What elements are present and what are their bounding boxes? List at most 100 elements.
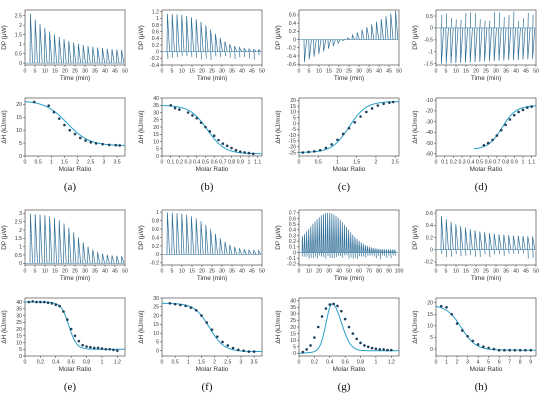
panel-e-isotherm-data-point [58,305,61,308]
panel-e-isotherm-xlabel: Molar Ratio [59,366,92,373]
panel-f-raw-injection-peak [196,218,199,254]
panel-h-raw-ytick-label: 0.2 [426,235,433,241]
panel-b-raw-xtick-label: 0 [161,69,164,75]
panel-e-isotherm-data-point [31,300,34,303]
panel-e-raw-xtick-label: 45 [112,269,118,275]
panel-g-raw-xlabel: Time (min) [334,275,364,282]
panel-d-raw-injection-peak [455,19,458,63]
panel-e-raw-injection-peak [44,215,47,263]
panel-f-isotherm-data-point [169,302,172,305]
panel-h-isotherm-data-point [482,345,485,348]
panel-b-isotherm-data-point [222,142,225,145]
panel-e-isotherm-data-point [81,344,84,347]
panel-a-isotherm-frame [25,98,125,156]
panel-b-isotherm-data-point [187,111,190,114]
panel-h-raw-injection-peak [532,236,535,257]
panel-h-raw-injection-peak [484,232,487,254]
panel-e-isotherm-ytick-label: 35 [16,307,22,313]
panel-d-isotherm-data-point [487,142,490,145]
panel-f-raw-ytick-label: 0.8 [152,218,159,224]
panel-h-raw-injection-peak [441,216,444,254]
panel-g-isotherm-xtick-label: 0.2 [311,360,318,366]
panel-c-raw-xlabel: Time (min) [334,75,364,82]
panel-d-raw-injection-peak [532,15,535,59]
panel-d-isotherm-ytick-label: -40 [426,130,434,136]
panel-e-isotherm-ytick-label: 5 [19,347,22,353]
panel-g-raw-xtick-label: 10 [306,269,312,275]
panel-a-raw-xtick-label: 40 [102,69,108,75]
panel-b-raw-ytick-label: 0.8 [152,23,159,29]
panel-g-raw-injection-peak [352,235,353,259]
panel-a-raw-injection-peak [44,28,47,63]
panel-a-raw-ytick-label: 1 [19,42,22,48]
panel-e-isotherm-ylabel: ΔH (kJ/mol) [1,310,8,343]
panel-g-raw-xtick-label: 50 [346,269,352,275]
panel-f-isotherm-xtick-label: 3 [240,360,243,366]
panel-f-raw-ylabel: DP (μW) [138,225,145,250]
panel-h-isotherm-data-point [529,349,532,352]
panel-d-isotherm-data-point [504,124,507,127]
panel-d-label: (d) [475,181,488,193]
panel-g-raw-injection-peak [350,232,351,257]
panel-g-raw-injection-peak [321,215,322,256]
panel-a-isotherm-ytick-label: 15 [16,115,22,121]
panel-d-raw-xtick-label: 25 [483,69,489,75]
panel-c-isotherm-data-point [307,151,310,154]
panel-a-isotherm-xtick-label: 0 [24,160,27,166]
panel-f-raw-injection-peak [234,247,237,255]
panel-g-isotherm-data-point [344,318,347,321]
panel-b-isotherm-data-point [195,117,198,120]
panel-c-raw-ytick-label: -0.4 [287,54,296,60]
panel-f-raw-injection-peak [167,213,170,255]
panel-f-isotherm-xtick-label: 1.5 [198,360,205,366]
panel-f-isotherm-ytick-label: 15 [153,322,159,328]
panel-g-raw-ytick-label: 0.7 [289,211,296,217]
panel-f-raw-xtick-label: 25 [209,269,215,275]
panel-e-isotherm-data-point [47,301,50,304]
panel-h-isotherm-xtick-label: 2 [456,360,459,366]
panel-d-isotherm-xtick-label: 0.4 [467,160,474,166]
panel-f-isotherm-data-point [200,314,203,317]
panel-c-isotherm-ytick-label: 0 [293,121,296,127]
panel-b-isotherm-data-point [217,139,220,142]
panel-g-isotherm-data-point [382,348,385,351]
panel-b-raw-xtick-label: 5 [171,69,174,75]
panel-f-raw-xtick-label: 40 [239,269,245,275]
panel-b-raw-injection-peak [253,49,256,59]
panel-e-raw-injection-peak [102,254,105,264]
panel-b-isotherm-data-point [174,107,177,110]
panel-h-raw-xtick-label: 50 [533,269,539,275]
panel-c-raw-injection-peak [395,11,398,40]
panel-g-isotherm-data-point [302,351,305,354]
panel-a-raw-ytick-label: 1.5 [15,32,22,38]
panel-g-raw-injection-peak [302,236,303,256]
panel-g-raw-injection-peak [315,221,316,256]
panel-a-raw-xtick-label: 0 [24,69,27,75]
panel-a-isotherm-ylabel: ΔH (kJ/mol) [1,110,8,143]
panel-e-isotherm-ytick-label: 0 [19,354,22,360]
panel-e-isotherm-xtick-label: 0.8 [83,360,90,366]
panel-a-isotherm-fit-curve [25,102,125,146]
panel-e-isotherm-data-point [108,348,111,351]
panel-d-raw-injection-peak [484,21,487,62]
panel-b-isotherm-data-point [204,126,207,129]
panel-c-raw-injection-peak [323,40,326,52]
panel-c-isotherm-ytick-label: -20 [289,145,297,151]
panel-g-raw-injection-peak [331,214,332,258]
panel-a-isotherm-ytick-label: 0 [19,154,22,160]
panel-h-isotherm-data-point [519,349,522,352]
panel-e-raw-xtick-label: 20 [62,269,68,275]
panel-d-isotherm-xtick-label: 0.5 [476,160,483,166]
panel-h-isotherm-data-point [487,347,490,350]
panel-e-isotherm-data-point [35,301,38,304]
panel-c-raw-injection-peak [304,40,307,63]
panel-b-raw-xlabel: Time (min) [197,75,227,82]
panel-f-raw-injection-peak [239,248,242,254]
panel-b-isotherm-data-point [191,114,194,117]
panel-e-raw-injection-peak [49,216,52,263]
panel-c-raw-injection-peak [371,24,374,39]
panel-a-raw-injection-peak [73,43,76,64]
panel-c-isotherm-xtick-label: 2 [374,160,377,166]
panel-g-isotherm-ytick-label: 25 [290,318,296,324]
panel-c-isotherm-data-point [336,138,339,141]
